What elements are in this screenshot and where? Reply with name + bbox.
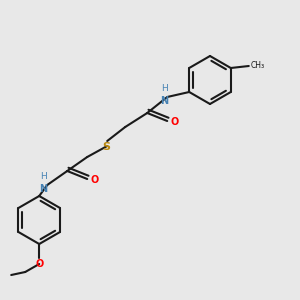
- Text: CH₃: CH₃: [251, 61, 265, 70]
- Text: H: H: [161, 84, 168, 93]
- Text: O: O: [90, 175, 98, 185]
- Text: N: N: [39, 184, 47, 194]
- Text: O: O: [170, 117, 178, 127]
- Text: S: S: [102, 142, 110, 152]
- Text: O: O: [35, 259, 43, 269]
- Text: H: H: [40, 172, 46, 181]
- Text: N: N: [160, 96, 168, 106]
